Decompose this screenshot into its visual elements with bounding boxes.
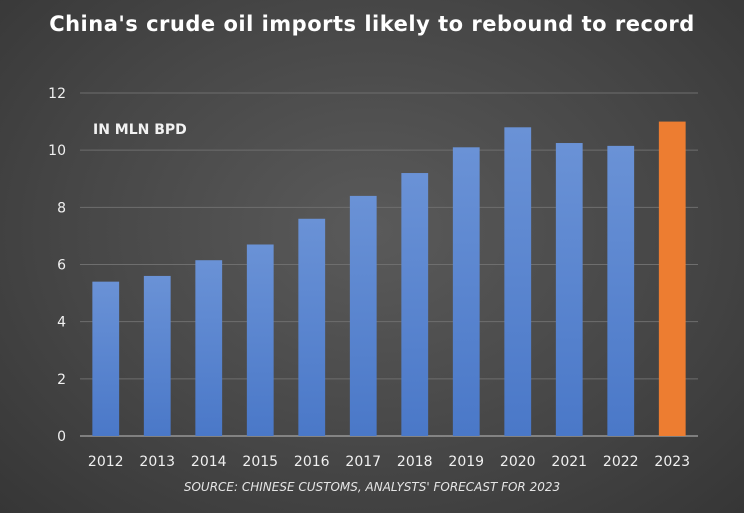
unit-label: IN MLN BPD xyxy=(93,122,187,138)
x-tick-label-2016: 2016 xyxy=(294,454,330,470)
x-tick-label-2023: 2023 xyxy=(654,454,690,470)
bar-2014 xyxy=(195,260,223,436)
x-tick-label-2018: 2018 xyxy=(397,454,433,470)
x-tick-label-2015: 2015 xyxy=(242,454,278,470)
bar-2018 xyxy=(401,173,429,437)
y-tick-label-10: 10 xyxy=(48,143,66,159)
x-tick-label-2019: 2019 xyxy=(448,454,484,470)
x-tick-label-2020: 2020 xyxy=(500,454,536,470)
bar-2012 xyxy=(92,281,120,436)
y-tick-label-4: 4 xyxy=(57,315,66,331)
bar-2023 xyxy=(658,121,686,436)
y-tick-label-6: 6 xyxy=(57,258,66,274)
bar-2021 xyxy=(555,143,583,437)
x-tick-label-2021: 2021 xyxy=(551,454,587,470)
y-tick-label-8: 8 xyxy=(57,200,66,216)
y-tick-label-12: 12 xyxy=(48,86,66,102)
x-tick-label-2022: 2022 xyxy=(603,454,639,470)
x-tick-label-2017: 2017 xyxy=(345,454,381,470)
bar-2017 xyxy=(349,195,377,436)
bar-2015 xyxy=(246,244,274,436)
x-tick-label-2012: 2012 xyxy=(88,454,124,470)
bar-2019 xyxy=(452,147,480,436)
chart-title: China's crude oil imports likely to rebo… xyxy=(49,12,695,36)
y-tick-label-2: 2 xyxy=(57,372,66,388)
bar-2016 xyxy=(298,218,326,436)
y-tick-label-0: 0 xyxy=(57,429,66,445)
bar-2013 xyxy=(143,275,171,436)
x-tick-label-2014: 2014 xyxy=(191,454,227,470)
bar-2020 xyxy=(504,127,532,437)
bar-2022 xyxy=(607,145,635,437)
x-tick-label-2013: 2013 xyxy=(139,454,175,470)
source-note: SOURCE: CHINESE CUSTOMS, ANALYSTS' FOREC… xyxy=(183,480,561,494)
